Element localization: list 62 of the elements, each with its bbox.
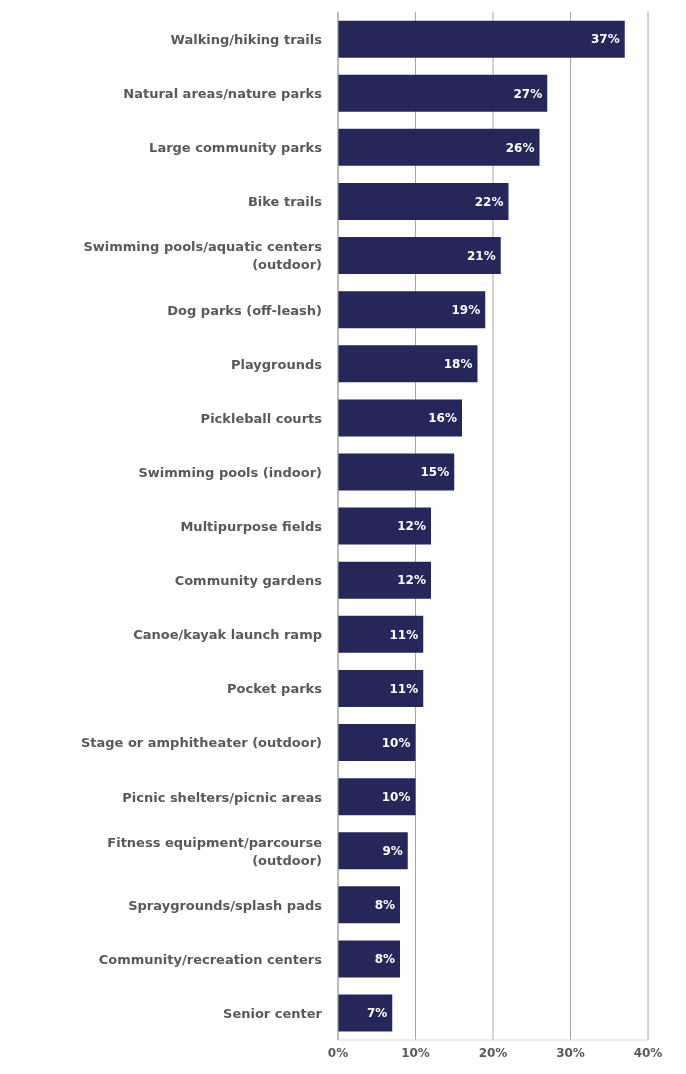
- bar: [338, 615, 424, 653]
- y-tick-label: Natural areas/nature parks: [123, 85, 323, 101]
- bar: [338, 940, 400, 978]
- data-label: 21%: [467, 248, 496, 263]
- data-label: 18%: [443, 357, 473, 372]
- y-tick-label: Stage or amphitheater (outdoor): [80, 734, 322, 750]
- data-label: 10%: [381, 735, 411, 750]
- y-tick-label: Playgrounds: [230, 356, 323, 372]
- data-label: 12%: [397, 519, 426, 534]
- bar: [338, 291, 486, 329]
- bar: [338, 778, 416, 816]
- y-tick-label: Picnic shelters/picnic areas: [122, 789, 323, 805]
- data-label: 9%: [382, 844, 403, 858]
- data-label: 37%: [591, 32, 620, 47]
- y-tick-label: Fitness equipment/parcourse (outdoor): [107, 834, 323, 868]
- bar: [338, 128, 540, 166]
- bar: [338, 453, 455, 491]
- bar: [338, 669, 424, 707]
- y-tick-label: Canoe/kayak launch ramp: [133, 626, 322, 642]
- data-label: 11%: [389, 627, 419, 642]
- bar: [338, 399, 462, 437]
- y-tick-label: Spraygrounds/splash pads: [128, 897, 323, 913]
- data-label: 15%: [420, 465, 450, 480]
- bar: [338, 886, 400, 924]
- data-label: 8%: [374, 952, 395, 967]
- x-tick-label: 30%: [556, 1045, 585, 1060]
- data-label: 7%: [366, 1006, 388, 1021]
- data-label: 8%: [374, 898, 395, 913]
- y-tick-label: Pocket parks: [227, 680, 323, 696]
- data-label: 10%: [381, 789, 411, 804]
- y-tick-label: Swimming pools (indoor): [138, 464, 322, 480]
- bar: [338, 832, 408, 870]
- data-label: 11%: [389, 681, 419, 696]
- x-tick-label: 20%: [478, 1045, 508, 1060]
- bar: [338, 507, 431, 545]
- y-tick-label: Community/recreation centers: [98, 951, 323, 967]
- bar: [338, 237, 501, 275]
- bar: [338, 561, 431, 599]
- data-label: 22%: [474, 194, 504, 209]
- data-label: 12%: [397, 573, 426, 588]
- y-tick-label: Walking/hiking trails: [170, 31, 323, 47]
- data-label: 27%: [513, 86, 543, 101]
- data-label: 16%: [428, 411, 457, 426]
- bar: [338, 345, 478, 383]
- data-label: 19%: [451, 302, 481, 317]
- y-tick-label: Senior center: [223, 1005, 323, 1021]
- y-tick-label: Community gardens: [174, 572, 323, 588]
- x-tick-label: 0%: [327, 1045, 349, 1060]
- y-tick-label: Swimming pools/aquatic centers (outdoor): [83, 238, 323, 272]
- data-label: 26%: [505, 140, 535, 155]
- y-tick-label: Multipurpose fields: [180, 518, 323, 534]
- y-tick-label: Bike trails: [247, 193, 323, 209]
- y-tick-label: Pickleball courts: [200, 410, 323, 426]
- x-tick-label: 40%: [633, 1045, 663, 1060]
- bar: [338, 182, 509, 220]
- bar: [338, 724, 416, 762]
- bar: [338, 994, 393, 1032]
- y-tick-label: Large community parks: [149, 139, 323, 155]
- bar: [338, 74, 548, 112]
- y-tick-label: Dog parks (off-leash): [167, 302, 322, 318]
- bar: [338, 20, 625, 58]
- x-tick-label: 10%: [401, 1045, 430, 1060]
